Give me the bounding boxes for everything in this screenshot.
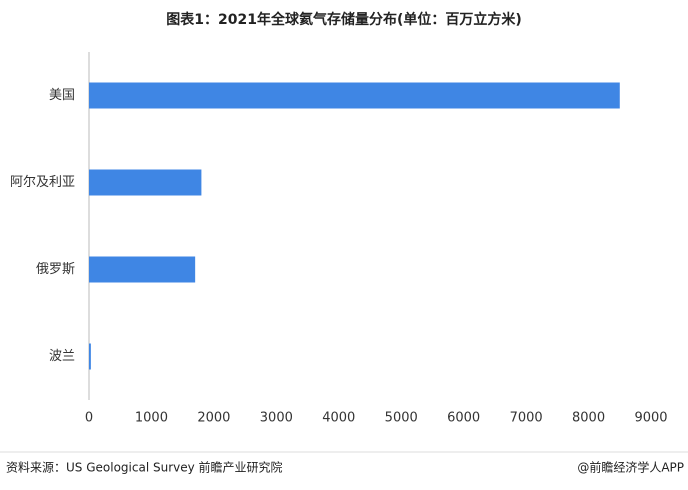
x-tick-label: 2000 xyxy=(197,411,230,426)
chart-title: 图表1：2021年全球氦气存储量分布(单位：百万立方米) xyxy=(166,11,522,28)
x-tick-label: 5000 xyxy=(385,411,418,426)
y-tick-label: 美国 xyxy=(49,88,75,103)
x-tick-label: 6000 xyxy=(447,411,480,426)
x-tick-label: 3000 xyxy=(260,411,293,426)
bar xyxy=(89,343,91,370)
credit: @前瞻经济学人APP xyxy=(577,460,684,475)
x-tick-label: 8000 xyxy=(572,411,605,426)
x-tick-label: 9000 xyxy=(634,411,667,426)
bar xyxy=(89,256,196,283)
x-tick-label: 1000 xyxy=(135,411,168,426)
y-tick-label: 波兰 xyxy=(49,349,75,364)
x-tick-label: 0 xyxy=(85,411,93,426)
y-tick-label: 阿尔及利亚 xyxy=(10,175,75,190)
y-tick-label: 俄罗斯 xyxy=(36,262,75,277)
bar xyxy=(89,169,202,196)
source: 资料来源：US Geological Survey 前瞻产业研究院 xyxy=(6,460,283,475)
bar xyxy=(89,82,620,109)
x-tick-label: 7000 xyxy=(510,411,543,426)
x-tick-label: 4000 xyxy=(322,411,355,426)
